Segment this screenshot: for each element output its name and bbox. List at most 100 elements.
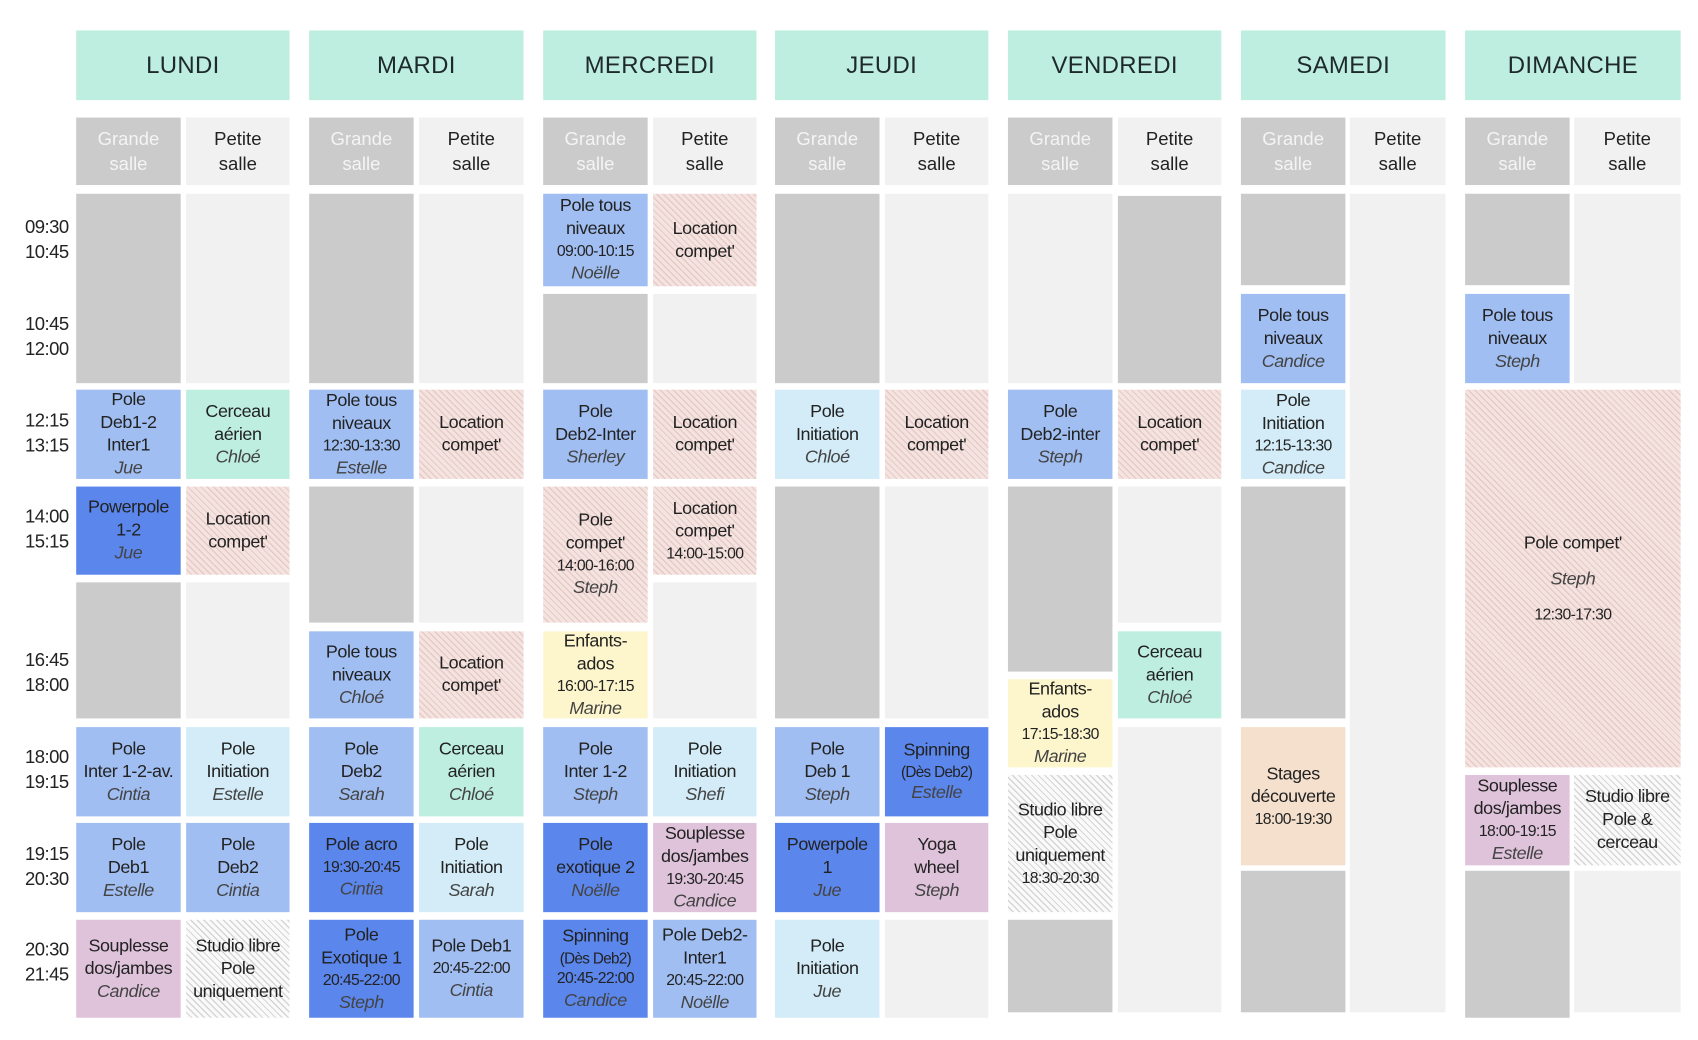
class-block[interactable]: Souplesse dos/jambes 18:00-19:15 Estelle xyxy=(1465,775,1570,866)
class-block[interactable]: Cerceau aérien Chloé xyxy=(419,727,524,817)
class-title-line: Pole xyxy=(1043,822,1078,842)
class-block[interactable]: Pole Deb1 20:45-22:00 Cintia xyxy=(419,919,524,1018)
class-time: 18:30-20:30 xyxy=(1021,869,1100,887)
class-title-line: Pole xyxy=(810,935,845,956)
class-block[interactable]: Pole tous niveaux 09:00-10:15 Noëlle xyxy=(543,193,648,287)
room-label-line: Petite xyxy=(1373,128,1422,150)
class-block[interactable]: Enfants-ados 16:00-17:15 Marine xyxy=(543,631,648,719)
class-block[interactable]: Pole Deb2-inter Steph xyxy=(1007,389,1113,479)
room-label-line: Grande xyxy=(330,128,393,150)
class-block[interactable]: Pole Deb2 Cintia xyxy=(186,822,290,913)
class-block[interactable]: Pole tous niveaux Chloé xyxy=(309,631,414,719)
class-title-line: niveaux xyxy=(565,218,625,239)
class-block[interactable]: Cerceau aérien Chloé xyxy=(1117,631,1222,719)
class-teacher: Steph xyxy=(914,880,960,900)
class-block[interactable]: Location compet' xyxy=(653,389,757,479)
time-slot-label: 18:00 19:15 xyxy=(15,745,78,795)
empty-slot xyxy=(1007,193,1113,384)
class-block[interactable]: Pole Initiation Shefi xyxy=(653,727,757,817)
class-block[interactable]: Pole Initiation Chloé xyxy=(775,389,880,479)
class-title-line: compet' xyxy=(208,531,268,552)
class-teacher: Estelle xyxy=(911,782,963,803)
class-title-line: Deb2 xyxy=(340,761,383,781)
class-block[interactable]: Pole tous niveaux Steph xyxy=(1465,293,1570,384)
class-title-line: Location xyxy=(205,508,271,529)
class-block[interactable]: Pole tous niveaux Candice xyxy=(1240,293,1346,384)
class-title-line: Cerceau xyxy=(205,401,271,421)
class-block[interactable]: Location compet' xyxy=(653,193,757,287)
class-block[interactable]: Pole Inter 1-2-av. Cintia xyxy=(76,727,181,817)
day-header-mercredi: MERCREDI xyxy=(543,30,757,101)
class-title-line: Pole xyxy=(810,738,845,759)
class-block[interactable]: Pole Initiation Sarah xyxy=(419,822,524,913)
class-block[interactable]: Location compet' xyxy=(419,631,524,719)
time-value: 10:45 xyxy=(25,241,69,263)
class-block[interactable]: Powerpole 1 Jue xyxy=(775,822,880,913)
class-title-line: Initiation xyxy=(795,423,859,444)
empty-slot xyxy=(309,486,414,623)
class-block[interactable]: Pole exotique 2 Noëlle xyxy=(543,822,648,913)
class-block[interactable]: Cerceau aérien Chloé xyxy=(186,389,290,479)
class-title-line: Pole xyxy=(578,510,613,531)
class-time: 09:00-10:15 xyxy=(556,242,635,261)
class-block[interactable]: Studio libre Pole uniquement xyxy=(186,919,290,1018)
class-block[interactable]: Pole Initiation Estelle xyxy=(186,727,290,817)
class-title-line: Pole xyxy=(111,389,146,410)
class-block[interactable]: Pole Deb1-2 Inter1 Jue xyxy=(76,389,181,479)
class-block[interactable]: Souplesse dos/jambes Candice xyxy=(76,919,181,1018)
class-block[interactable]: Enfants-ados 17:15-18:30 Marine xyxy=(1007,679,1113,768)
class-title-line: Deb2 xyxy=(217,857,259,877)
class-block[interactable]: Pole Deb2-Inter Sherley xyxy=(543,389,648,479)
room-label-line: Grande xyxy=(1486,128,1549,150)
room-label-line: Petite xyxy=(1145,128,1194,150)
class-teacher: Noëlle xyxy=(571,263,620,284)
class-title-line: Exotique 1 xyxy=(321,947,402,968)
class-time: 14:00-16:00 xyxy=(556,557,635,575)
empty-slot xyxy=(76,582,181,719)
time-slot-label: 19:15 20:30 xyxy=(15,841,78,891)
class-teacher: Steph xyxy=(1037,446,1083,467)
class-title-line: 1-2 xyxy=(116,520,141,540)
class-title-line: (Dès Deb2) xyxy=(900,763,973,781)
class-block[interactable]: Pole Deb2 Sarah xyxy=(309,727,414,817)
class-block[interactable]: Pole compet' Steph 12:30-17:30 xyxy=(1465,389,1681,768)
class-block[interactable]: Pole Deb2- Inter1 20:45-22:00 Noëlle xyxy=(653,919,757,1018)
class-title-line: Pole Deb1 xyxy=(431,936,512,956)
class-teacher: Shefi xyxy=(685,784,725,804)
class-teacher: Steph xyxy=(573,784,618,804)
class-block[interactable]: Location compet' 14:00-15:00 xyxy=(653,486,757,575)
class-block[interactable]: Yoga wheel Steph xyxy=(884,822,989,913)
class-block[interactable]: Studio libre Pole uniquement 18:30-20:30 xyxy=(1007,775,1113,913)
class-block[interactable]: Pole acro 19:30-20:45 Cintia xyxy=(309,822,414,913)
class-block[interactable]: Pole Deb 1 Steph xyxy=(775,727,880,817)
empty-slot xyxy=(186,193,290,384)
class-teacher: Estelle xyxy=(335,457,387,478)
day-header-lundi: LUNDI xyxy=(76,30,290,101)
class-block[interactable]: Souplesse dos/jambes 19:30-20:45 Candice xyxy=(653,822,757,913)
class-block[interactable]: Pole Exotique 1 20:45-22:00 Steph xyxy=(309,919,414,1018)
class-block[interactable]: Studio libre Pole & cerceau xyxy=(1573,775,1681,866)
class-block[interactable]: Location compet' xyxy=(186,486,290,575)
class-block[interactable]: Spinning (Dès Deb2) 20:45-22:00 Candice xyxy=(543,919,648,1018)
class-block[interactable]: Pole Initiation Jue xyxy=(775,919,880,1018)
class-block[interactable]: Location compet' xyxy=(1117,389,1222,479)
class-block[interactable]: Pole compet' 14:00-16:00 Steph xyxy=(543,486,648,623)
class-block[interactable]: Pole Inter 1-2 Steph xyxy=(543,727,648,817)
class-block[interactable]: Stages découverte 18:00-19:30 xyxy=(1240,727,1346,866)
class-block[interactable]: Location compet' xyxy=(419,389,524,479)
class-block[interactable]: Pole Initiation 12:15-13:30 Candice xyxy=(1240,389,1346,479)
class-block[interactable]: Pole Deb1 Estelle xyxy=(76,822,181,913)
class-title-line: Inter 1-2 xyxy=(563,761,627,781)
class-title-line: Pole acro xyxy=(325,834,398,855)
empty-slot xyxy=(419,486,524,623)
class-block[interactable]: Spinning (Dès Deb2) Estelle xyxy=(884,727,989,817)
class-teacher: Candice xyxy=(673,890,737,911)
time-slot-label: 10:45 12:00 xyxy=(15,311,78,361)
day-header-dimanche: DIMANCHE xyxy=(1465,30,1681,101)
class-block[interactable]: Location compet' xyxy=(884,389,989,479)
empty-slot xyxy=(1117,195,1222,384)
class-title-line: niveaux xyxy=(331,413,391,433)
class-block[interactable]: Powerpole 1-2 Jue xyxy=(76,486,181,575)
room-label-line: Petite xyxy=(681,128,729,150)
class-block[interactable]: Pole tous niveaux 12:30-13:30 Estelle xyxy=(309,389,414,479)
